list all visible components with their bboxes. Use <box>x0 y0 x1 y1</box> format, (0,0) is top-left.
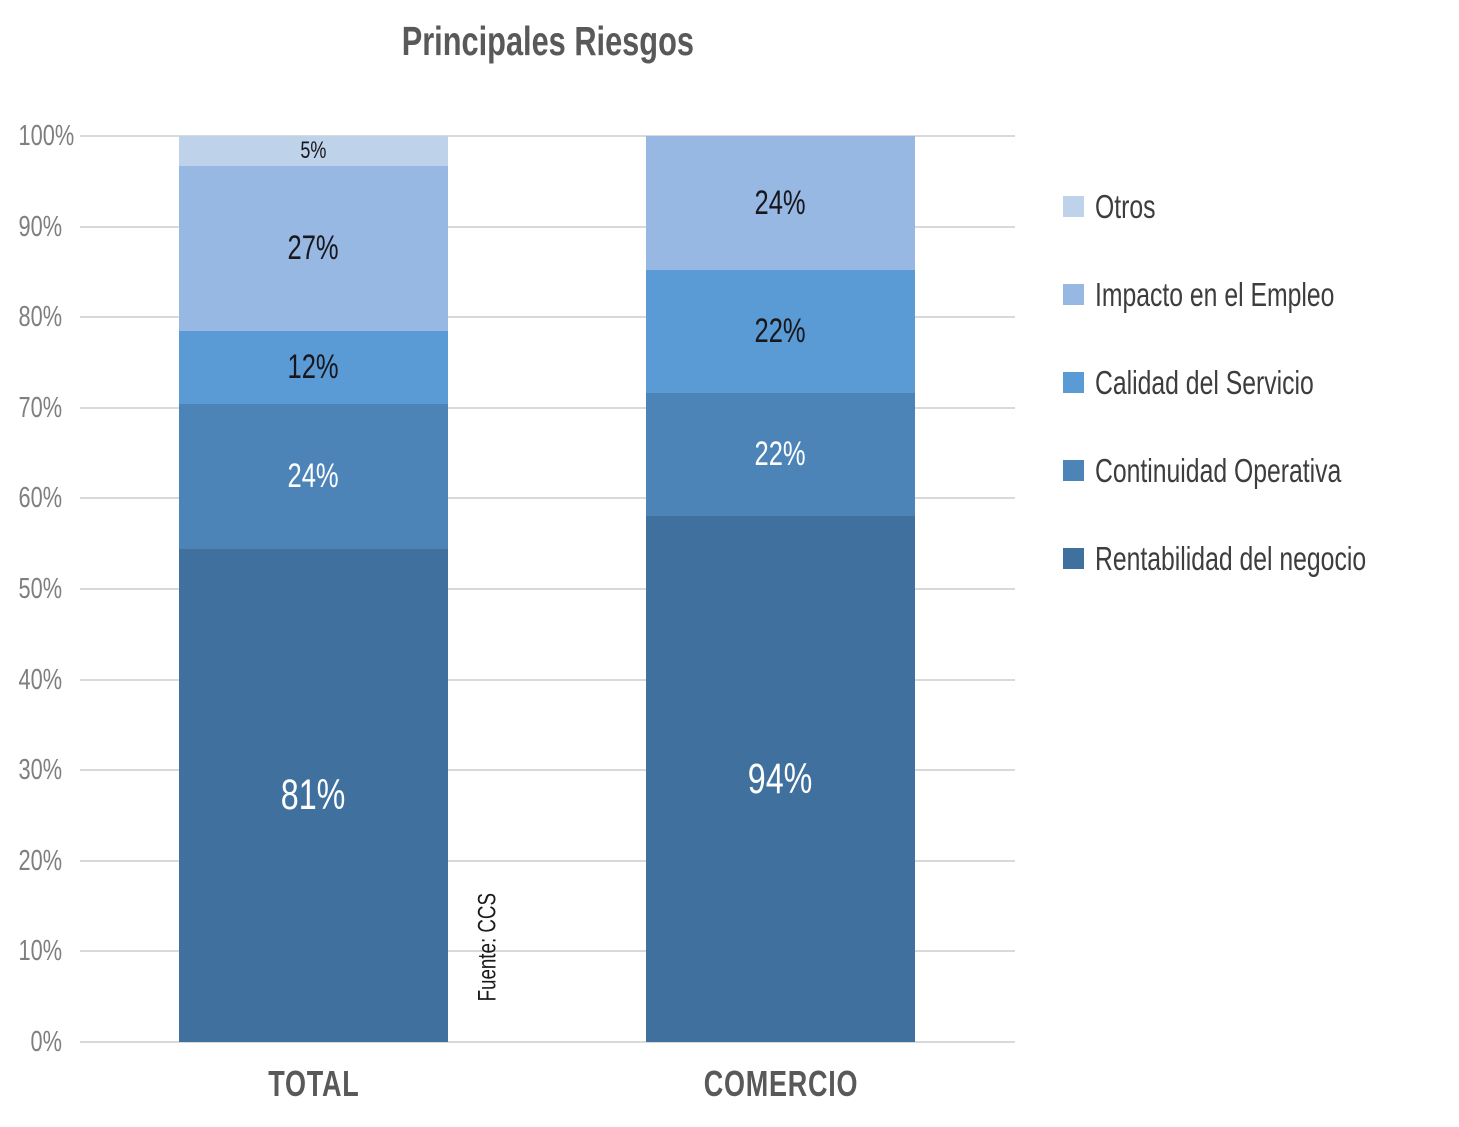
gridline <box>80 950 1015 953</box>
gridline <box>80 316 1015 319</box>
segment-value-label: 12% <box>287 347 340 386</box>
segment-value-label: 27% <box>287 228 340 267</box>
legend-label: Continuidad Operativa <box>1095 451 1342 489</box>
y-axis-tick-label: 40% <box>0 665 62 695</box>
y-axis-tick-text: 90% <box>18 210 62 243</box>
source-note-text: Fuente: CCS <box>473 893 502 1002</box>
legend-label: Impacto en el Empleo <box>1095 275 1335 313</box>
y-axis-tick-label: 0% <box>0 1027 62 1057</box>
legend-swatch <box>1063 284 1084 305</box>
y-axis-tick-label: 60% <box>0 483 62 513</box>
legend-swatch <box>1063 372 1084 393</box>
legend-swatch <box>1063 196 1084 217</box>
segment-value-label: 81% <box>281 771 346 820</box>
y-axis-tick-label: 90% <box>0 212 62 242</box>
chart-title: Principales Riesgos <box>0 18 1095 65</box>
gridline <box>80 225 1015 228</box>
bar-segment: 27% <box>179 166 448 331</box>
bar-total: 5% 27% 12% 24% 81% <box>179 136 448 1042</box>
y-axis-tick-label: 100% <box>0 121 75 151</box>
bar-segment: 24% <box>179 403 448 550</box>
bar-segment: 94% <box>646 516 915 1042</box>
x-axis-category-text: COMERCIO <box>703 1063 858 1104</box>
y-axis-tick-text: 60% <box>18 482 62 515</box>
y-axis-tick-label: 20% <box>0 846 62 876</box>
bar-segment: 22% <box>646 393 915 517</box>
legend: Otros Impacto en el Empleo Calidad del Ser… <box>1063 0 1453 1127</box>
chart-title-text: Principales Riesgos <box>401 18 694 64</box>
y-axis-tick-text: 70% <box>18 391 62 424</box>
segment-value-label: 22% <box>754 435 807 474</box>
bar-segment: 12% <box>179 330 448 404</box>
segment-value-label: 94% <box>748 754 813 803</box>
legend-swatch <box>1063 460 1084 481</box>
legend-item: Impacto en el Empleo <box>1063 275 1414 313</box>
y-axis-tick-label: 70% <box>0 393 62 423</box>
y-axis-tick-text: 30% <box>18 754 62 787</box>
y-axis-tick-text: 40% <box>18 663 62 696</box>
gridline <box>80 859 1015 862</box>
segment-value-label: 22% <box>754 312 807 351</box>
y-axis-tick-text: 100% <box>18 120 75 152</box>
gridline <box>80 588 1015 590</box>
legend-item: Otros <box>1063 187 1176 225</box>
gridline <box>80 135 1015 137</box>
y-axis-tick-label: 10% <box>0 936 62 966</box>
gridline <box>80 678 1015 681</box>
x-axis-category-label: TOTAL <box>179 1063 448 1105</box>
gridline <box>80 406 1015 409</box>
gridline <box>80 769 1015 772</box>
legend-item: Calidad del Servicio <box>1063 363 1387 401</box>
y-axis-tick-text: 80% <box>18 301 62 334</box>
gridline <box>80 1041 1015 1043</box>
segment-value-label: 24% <box>287 456 340 495</box>
bar-segment: 22% <box>646 270 915 394</box>
segment-value-label: 24% <box>754 183 807 222</box>
segment-value-label: 5% <box>300 137 327 165</box>
legend-label: Calidad del Servicio <box>1095 363 1314 401</box>
legend-label: Rentabilidad del negocio <box>1095 539 1367 577</box>
y-axis-tick-text: 0% <box>30 1026 62 1058</box>
y-axis-tick-text: 20% <box>18 844 62 877</box>
bar-comercio: 24% 22% 22% 94% <box>646 136 915 1042</box>
x-axis-category-text: TOTAL <box>267 1063 360 1104</box>
y-axis-tick-label: 80% <box>0 302 62 332</box>
y-axis-tick-text: 10% <box>18 935 62 968</box>
y-axis-tick-text: 50% <box>18 573 62 605</box>
source-note: Fuente: CCS <box>474 893 502 1020</box>
legend-swatch <box>1063 548 1084 569</box>
y-axis-tick-label: 50% <box>0 574 62 604</box>
bar-segment: 24% <box>646 136 915 271</box>
bar-segment: 5% <box>179 136 448 167</box>
y-axis-tick-label: 30% <box>0 755 62 785</box>
legend-item: Rentabilidad del negocio <box>1063 539 1456 577</box>
legend-label: Otros <box>1095 187 1156 225</box>
bar-segment: 81% <box>179 549 448 1042</box>
x-axis-category-label: COMERCIO <box>646 1063 915 1105</box>
gridline <box>80 497 1015 500</box>
legend-item: Continuidad Operativa <box>1063 451 1423 489</box>
